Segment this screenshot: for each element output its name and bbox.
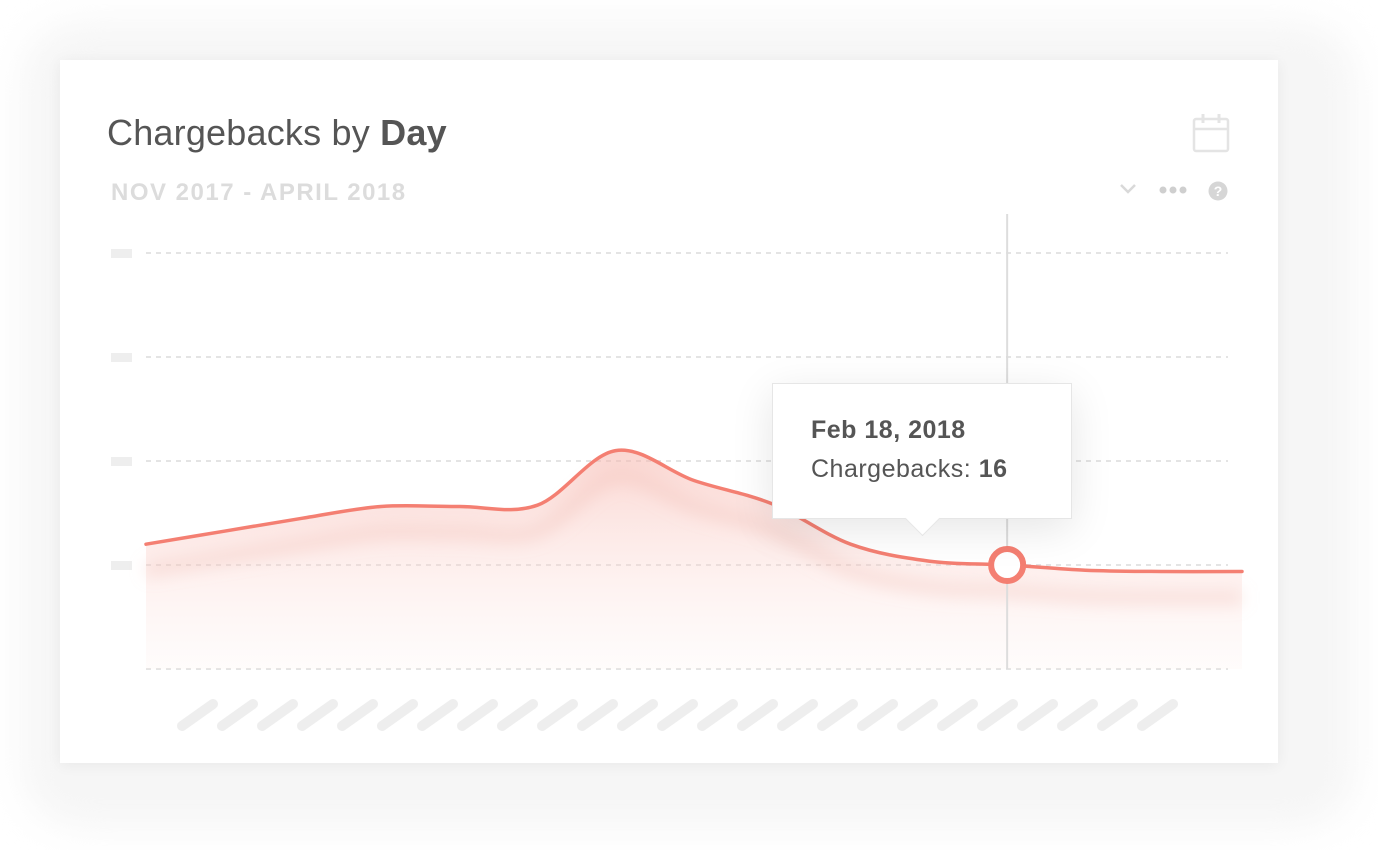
- x-tick-placeholder: [257, 699, 298, 731]
- x-tick-placeholder: [1017, 699, 1058, 731]
- more-dots-icon[interactable]: [1158, 185, 1188, 195]
- data-point-6[interactable]: [613, 448, 619, 454]
- x-tick-placeholder: [497, 699, 538, 731]
- x-tick-placeholder: [737, 699, 778, 731]
- data-point-5[interactable]: [534, 502, 540, 508]
- data-point-10[interactable]: [926, 558, 932, 564]
- chart-title-bold: Day: [380, 112, 447, 153]
- tooltip-date: Feb 18, 2018: [811, 416, 966, 444]
- series-line: [144, 448, 1244, 574]
- x-tick-placeholder: [857, 699, 898, 731]
- tooltip-metric-label: Chargebacks:: [811, 455, 972, 483]
- x-tick-placeholder: [817, 699, 858, 731]
- tooltip-metric-value: 16: [978, 455, 1008, 483]
- x-tick-placeholder: [777, 699, 818, 731]
- tooltip-metric: Chargebacks: 16: [811, 455, 1008, 484]
- x-tick-placeholder: [1137, 699, 1178, 731]
- chart-title: Chargebacks by Day: [107, 112, 447, 154]
- data-point-0[interactable]: [143, 541, 149, 547]
- data-point-9[interactable]: [848, 541, 854, 547]
- data-point-14[interactable]: [1239, 569, 1245, 575]
- x-tick-placeholder: [577, 699, 618, 731]
- x-tick-placeholder: [937, 699, 978, 731]
- x-tick-placeholder: [337, 699, 378, 731]
- date-range-label: NOV 2017 - APRIL 2018: [111, 179, 407, 206]
- x-tick-placeholder: [457, 699, 498, 731]
- x-tick-placeholder: [1097, 699, 1138, 731]
- x-tick-placeholder: [217, 699, 258, 731]
- series-line-shadow: [144, 469, 1243, 605]
- data-point-13[interactable]: [1161, 569, 1167, 575]
- x-tick-placeholder: [297, 699, 338, 731]
- x-tick-placeholder: [1057, 699, 1098, 731]
- x-tick-placeholder: [617, 699, 658, 731]
- series-area: [146, 450, 1242, 669]
- x-axis-tick-placeholders: [177, 699, 1178, 731]
- x-tick-placeholder: [537, 699, 578, 731]
- data-point-12[interactable]: [1082, 567, 1088, 573]
- x-tick-placeholder: [417, 699, 458, 731]
- x-tick-placeholder: [977, 699, 1018, 731]
- y-tick-placeholder: [111, 353, 132, 362]
- data-point-4[interactable]: [456, 504, 462, 510]
- data-point-3[interactable]: [378, 504, 384, 510]
- calendar-icon[interactable]: [1192, 113, 1230, 153]
- data-point-7[interactable]: [691, 478, 697, 484]
- data-point-2[interactable]: [300, 515, 306, 521]
- chevron-down-icon[interactable]: [1118, 182, 1138, 196]
- y-tick-placeholder: [111, 457, 132, 466]
- chart-tooltip: Feb 18, 2018 Chargebacks: 16: [772, 383, 1072, 519]
- highlighted-point-marker[interactable]: [988, 546, 1027, 584]
- x-tick-placeholder: [897, 699, 938, 731]
- x-tick-placeholder: [697, 699, 738, 731]
- y-tick-placeholder: [111, 561, 132, 570]
- x-tick-placeholder: [177, 699, 218, 731]
- chart-title-prefix: Chargebacks by: [107, 112, 370, 153]
- svg-text:?: ?: [1214, 183, 1223, 199]
- help-icon[interactable]: ?: [1208, 181, 1228, 201]
- x-tick-placeholder: [377, 699, 418, 731]
- data-point-1[interactable]: [221, 528, 227, 534]
- x-tick-placeholder: [657, 699, 698, 731]
- y-tick-placeholder: [111, 249, 132, 258]
- y-axis-tick-placeholders: [111, 249, 132, 570]
